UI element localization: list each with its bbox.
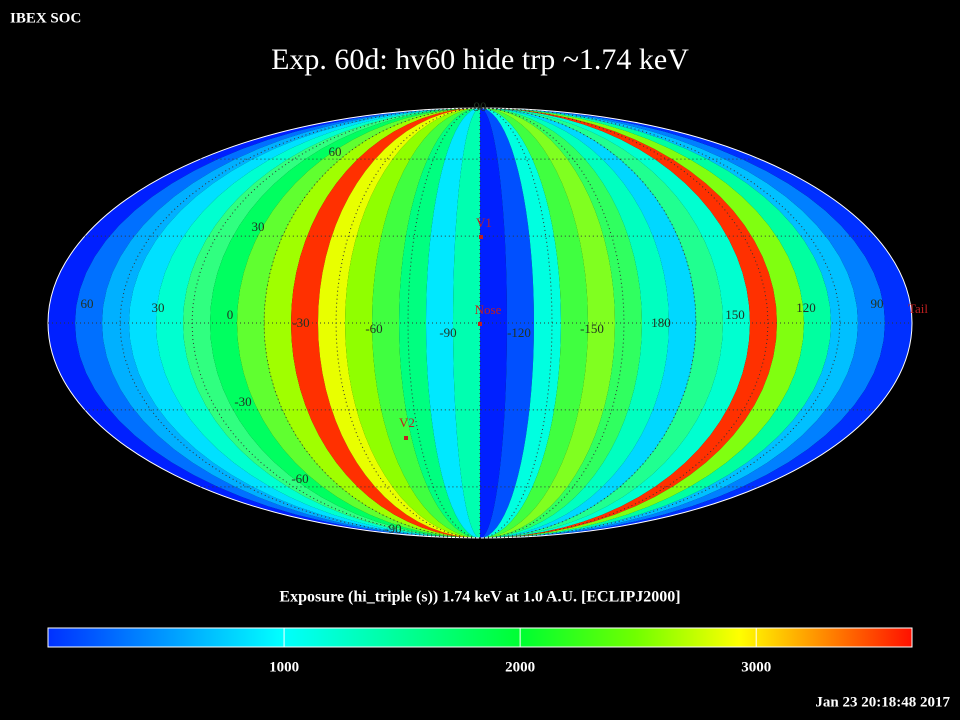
colorbar-title: Exposure (hi_triple (s)) 1.74 keV at 1.0… [279, 589, 680, 606]
colorbar-tick-label: 2000 [505, 659, 535, 675]
marker-label: V1 [476, 215, 492, 230]
map-stripe [453, 108, 480, 538]
map-stripe [480, 108, 534, 538]
map-stripe [372, 108, 480, 538]
map-stripe [318, 108, 480, 538]
map-stripe [291, 108, 480, 538]
timestamp: Jan 23 20:18:48 2017 [815, 694, 950, 710]
marker-dot [479, 235, 483, 239]
graticule-label: 120 [796, 300, 816, 315]
colorbar-tick-label: 1000 [269, 659, 299, 675]
graticule-label: -30 [234, 394, 251, 409]
meridian [479, 107, 553, 539]
meridian [407, 107, 481, 539]
map-stripe [480, 108, 615, 538]
colorbar [47, 627, 913, 648]
map-stripe [399, 108, 480, 538]
colorbar-tick-label: 3000 [741, 659, 771, 675]
marker-label: V2 [399, 415, 415, 430]
graticule-label: 30 [252, 219, 265, 234]
graticule-label: -60 [365, 321, 382, 336]
graticule-label: 30 [152, 300, 165, 315]
map-stripe [480, 108, 642, 538]
map-stripe [480, 108, 507, 538]
marker-dot [478, 322, 482, 326]
graticule-label: -60 [291, 471, 308, 486]
graticule-label: -90 [439, 325, 456, 340]
graticule-label: 150 [725, 307, 745, 322]
sky-map: 90 60 30 60 30 0 -30 -60 -90 -120 -150 180 150 120 90 -… [47, 99, 928, 539]
colorbar-ticks: 1000 2000 3000 [269, 628, 771, 675]
map-stripe [480, 108, 588, 538]
marker-label: Nose [475, 302, 502, 317]
graticule-label: -150 [580, 321, 604, 336]
graticule-label: -120 [507, 325, 531, 340]
graticule-label: 60 [81, 296, 94, 311]
map-stripe [345, 108, 480, 538]
map-title: Exp. 60d: hv60 hide trp ~1.74 keV [271, 43, 689, 76]
map-stripe [480, 108, 669, 538]
graticule-label: 90 [871, 296, 884, 311]
marker-dot [404, 436, 408, 440]
graticule-label: -30 [292, 315, 309, 330]
org-label: IBEX SOC [10, 10, 81, 26]
graticule-label: 90 [474, 99, 487, 114]
graticule-label: 180 [651, 315, 671, 330]
marker-label: Tail [908, 301, 928, 316]
graticule-label: 60 [329, 144, 342, 159]
graticule-label: 0 [227, 307, 234, 322]
map-stripe [480, 108, 561, 538]
graticule-label: -90 [384, 521, 401, 536]
